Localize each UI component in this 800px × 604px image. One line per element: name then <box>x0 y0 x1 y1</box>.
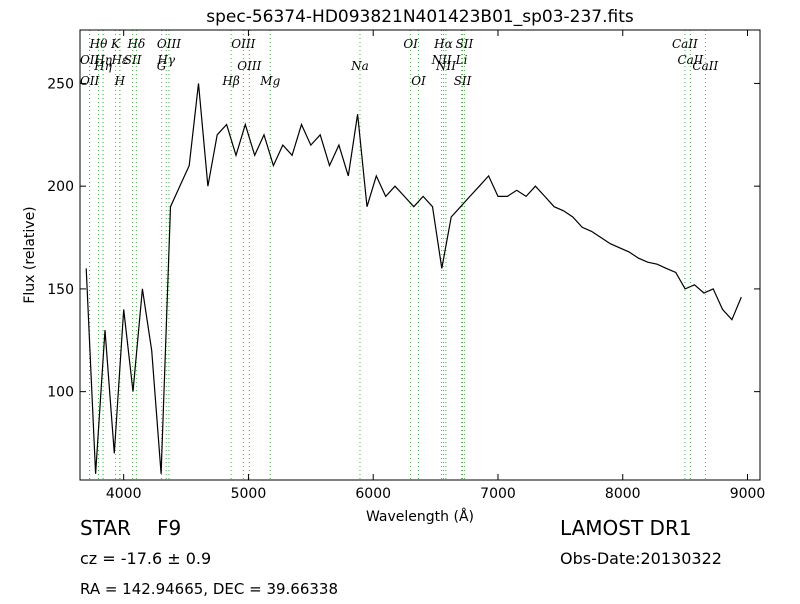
spectral-line-label: OIII <box>231 37 255 51</box>
x-axis-label: Wavelength (Å) <box>366 508 474 525</box>
spectral-line-label: OI <box>403 37 418 51</box>
y-axis-label: Flux (relative) <box>22 206 38 303</box>
spectral-line-label: NII <box>431 53 452 67</box>
chart-title: spec-56374-HD093821N401423B01_sp03-237.f… <box>206 7 634 27</box>
spectral-line-label: Hγ <box>156 53 175 67</box>
survey: LAMOST DR1 <box>560 516 692 540</box>
spectral-line-label: Hη <box>93 53 112 67</box>
x-tick-label: 9000 <box>730 486 766 502</box>
subclass: F9 <box>157 516 181 540</box>
spectral-line-label: H <box>114 74 126 88</box>
spectral-line-label: Li <box>455 53 468 67</box>
spectral-line-label: Hε <box>110 53 128 67</box>
redshift: cz = -17.6 ± 0.9 <box>80 549 211 568</box>
spectral-line-label: OIII <box>237 59 261 73</box>
plot-frame <box>79 29 761 481</box>
spectral-line-label: Hα <box>433 37 453 51</box>
spectral-line-label: SII <box>124 53 142 67</box>
spectral-line-label: NII <box>435 59 456 73</box>
x-tick-label: 5000 <box>231 486 267 502</box>
spectral-line-label: K <box>110 37 121 51</box>
spectral-line-label: CaII <box>677 53 703 67</box>
spectral-line-label: SII <box>454 74 472 88</box>
spectral-line-label: Hθ <box>89 37 108 51</box>
y-tick-label: 250 <box>47 76 74 92</box>
spectral-line-label: OIII <box>157 37 181 51</box>
spectral-line-label: Na <box>350 59 369 73</box>
obs-date: Obs-Date:20130322 <box>560 549 722 568</box>
y-tick-label: 200 <box>47 179 74 195</box>
y-tick-label: 100 <box>47 385 74 401</box>
spectral-line-label: G <box>157 59 167 73</box>
x-tick-label: 7000 <box>480 486 516 502</box>
spectral-line-label: CaII <box>672 37 698 51</box>
spectral-line-label: SII <box>456 37 474 51</box>
coordinates: RA = 142.94665, DEC = 39.66338 <box>80 580 338 598</box>
spectral-line-label: Hβ <box>221 74 239 88</box>
spectral-line-label: Mg <box>259 74 280 88</box>
spectral-line-label: OI <box>411 74 426 88</box>
spectral-line-label: OII <box>80 53 100 67</box>
spectral-line-label: CaII <box>692 59 718 73</box>
spectral-line-label: Hδ <box>127 37 146 51</box>
spectrum-line <box>85 83 742 474</box>
x-tick-label: 4000 <box>106 486 142 502</box>
object-class: STAR <box>80 516 131 540</box>
spectral-line-label: Hη <box>93 59 112 73</box>
spectral-line-label: OII <box>80 74 100 88</box>
y-tick-label: 150 <box>47 282 74 298</box>
x-tick-label: 6000 <box>355 486 391 502</box>
x-tick-label: 8000 <box>605 486 641 502</box>
